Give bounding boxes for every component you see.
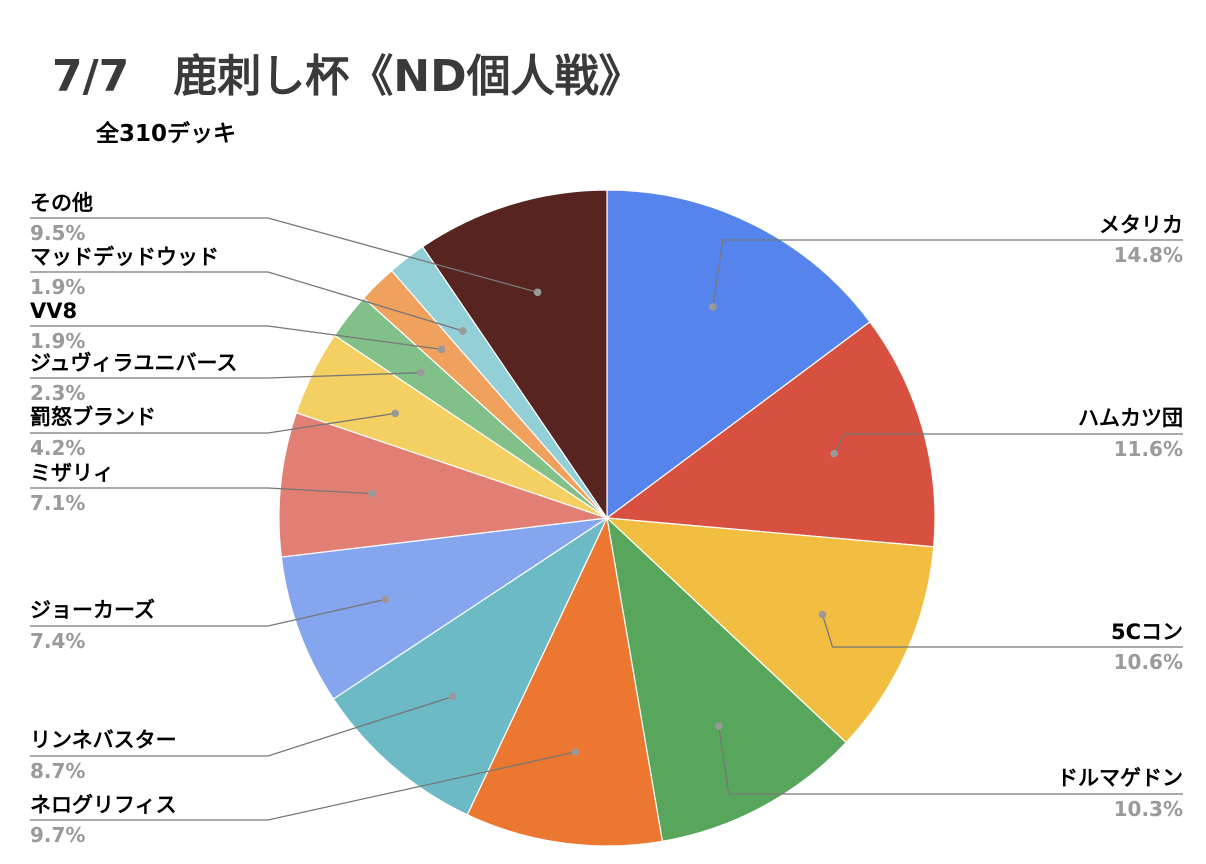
slice-label: ネログリフィス [30, 793, 177, 817]
slice-label: ハムカツ団 [1078, 406, 1183, 430]
leader-line [30, 751, 576, 821]
slice-percent: 10.3% [1114, 797, 1183, 821]
leader-dot [368, 489, 376, 498]
pie-slice [606, 516, 847, 842]
leader-line [30, 695, 453, 757]
slice-label: メタリカ [1099, 213, 1183, 237]
chart-subtitle: 全310デッキ [96, 121, 237, 147]
slice-percent: 9.7% [30, 823, 85, 847]
slice-percent: 1.9% [30, 329, 85, 353]
slice-label: 罰怒ブランド [30, 405, 156, 429]
leader-line [30, 217, 538, 293]
pie-slice [332, 516, 609, 816]
pie-slice [605, 517, 935, 744]
leader-line [712, 239, 1183, 307]
slice-percent: 7.4% [30, 629, 85, 653]
leader-dot [533, 288, 542, 297]
slice-label: ジョーカーズ [30, 598, 155, 622]
leader-line [30, 487, 373, 495]
leader-dot [417, 368, 425, 377]
leader-dot [448, 692, 457, 701]
slice-percent: 10.6% [1114, 650, 1183, 674]
slice-label: その他 [30, 191, 93, 215]
leader-dot [709, 303, 717, 311]
slice-label: VV8 [30, 299, 77, 323]
leader-line [833, 433, 1183, 454]
leader-dot [818, 610, 827, 619]
leader-dot [830, 449, 838, 458]
slice-label: ドルマゲドン [1057, 766, 1183, 790]
leader-line [821, 614, 1183, 648]
leader-dot [715, 722, 723, 730]
leader-dot [381, 595, 390, 604]
leader-line [30, 598, 386, 627]
leader-line [30, 372, 421, 379]
pie-slice [466, 516, 664, 847]
slice-percent: 1.9% [30, 275, 85, 299]
leader-dot [391, 409, 400, 418]
leader-line [30, 412, 396, 434]
slice-percent: 4.2% [30, 436, 85, 460]
slice-percent: 2.3% [30, 381, 85, 405]
slice-label: ミザリィ [30, 461, 114, 485]
pie-slice [421, 189, 608, 520]
leader-line [718, 725, 1183, 795]
slice-label: 5Cコン [1111, 620, 1183, 644]
slice-percent: 7.1% [30, 491, 85, 515]
leader-dot [437, 345, 446, 354]
leader-dot [571, 748, 579, 756]
slice-percent: 11.6% [1114, 437, 1183, 461]
slice-label: マッドデッドウッド [30, 245, 219, 269]
slice-label: ジュヴィラユニバース [30, 351, 237, 375]
pie-slice [280, 517, 608, 700]
chart-title: 7/7 鹿刺し杯《ND個人戦》 [52, 51, 643, 102]
slice-percent: 14.8% [1114, 243, 1183, 267]
slice-percent: 8.7% [30, 759, 85, 783]
slice-percent: 9.5% [30, 221, 85, 245]
slice-label: リンネバスター [30, 728, 177, 752]
pie-slice [606, 189, 871, 520]
leader-dot [459, 327, 467, 335]
leader-line [30, 325, 442, 351]
leader-line [30, 271, 463, 332]
pie-slice [605, 321, 936, 548]
pie-slice [278, 411, 608, 558]
